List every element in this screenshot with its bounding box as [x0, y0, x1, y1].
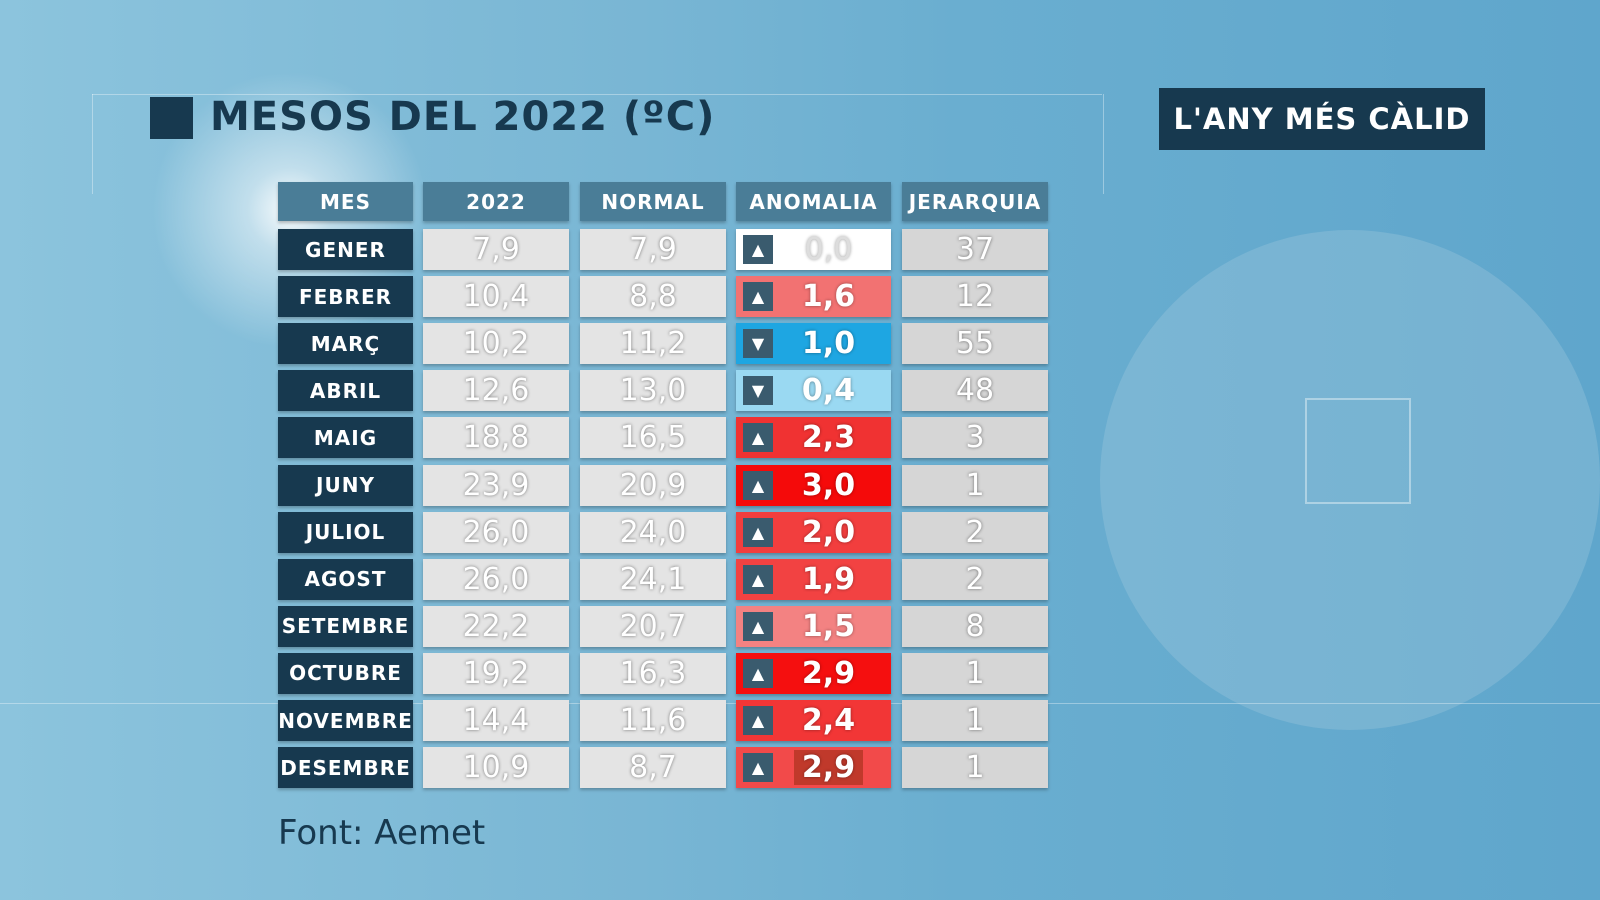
cell-anomaly: ▲ 0,0 — [736, 229, 891, 270]
arrow-up-icon: ▲ — [743, 706, 773, 735]
cell-rank: 55 — [902, 323, 1048, 365]
cell-year-2022: 23,9 — [423, 464, 569, 506]
header-normal: NORMAL — [580, 182, 726, 221]
cell-year-2022: 10,4 — [423, 276, 569, 318]
cell-year-2022: 7,9 — [423, 229, 569, 270]
arrow-up-icon: ▲ — [743, 611, 773, 641]
cell-year-2022: 12,6 — [423, 370, 569, 412]
anomaly-value: 1,5 — [801, 608, 856, 644]
cell-rank: 8 — [902, 605, 1048, 647]
cell-year-2022: 14,4 — [423, 700, 569, 741]
cell-month: SETEMBRE — [278, 605, 413, 647]
arrow-up-icon: ▲ — [743, 423, 773, 453]
cell-month: JULIOL — [278, 511, 413, 553]
arrow-up-icon: ▲ — [743, 235, 773, 264]
anomaly-value: 1,6 — [801, 279, 856, 315]
cell-normal: 11,6 — [580, 700, 726, 741]
cell-rank: 48 — [902, 370, 1048, 412]
cell-rank: 3 — [902, 417, 1048, 459]
cell-year-2022: 26,0 — [423, 511, 569, 553]
cell-month: AGOST — [278, 558, 413, 600]
grid-square — [1305, 398, 1411, 504]
cell-year-2022: 22,2 — [423, 605, 569, 647]
cell-anomaly: ▼ 1,0 — [736, 323, 891, 365]
cell-month: FEBRER — [278, 276, 413, 318]
cell-anomaly: ▲ 1,9 — [736, 558, 891, 600]
cell-anomaly: ▼ 0,4 — [736, 370, 891, 412]
page-title: MESOS DEL 2022 (ºC) — [210, 94, 716, 140]
anomaly-value: 0,4 — [801, 373, 856, 409]
globe-background — [1100, 230, 1600, 730]
cell-normal: 20,9 — [580, 464, 726, 506]
cell-normal: 8,7 — [580, 747, 726, 789]
cell-rank: 1 — [902, 747, 1048, 789]
headline-badge: L'ANY MÉS CÀLID — [1159, 88, 1485, 150]
arrow-up-icon: ▲ — [743, 470, 773, 500]
cell-normal: 16,3 — [580, 652, 726, 694]
arrow-up-icon: ▲ — [743, 517, 773, 547]
cell-rank: 1 — [902, 700, 1048, 741]
cell-anomaly: ▲ 2,3 — [736, 417, 891, 459]
cell-month: JUNY — [278, 464, 413, 506]
cell-anomaly: ▲ 2,4 — [736, 700, 891, 741]
cell-year-2022: 10,9 — [423, 747, 569, 789]
grid-line — [92, 94, 93, 194]
grid-line — [1103, 94, 1104, 194]
anomaly-value: 2,9 — [801, 655, 856, 691]
cell-normal: 24,0 — [580, 511, 726, 553]
cell-rank: 1 — [902, 652, 1048, 694]
arrow-up-icon: ▲ — [743, 564, 773, 594]
anomaly-value: 2,3 — [801, 420, 856, 456]
header-anomaly: ANOMALIA — [736, 182, 891, 221]
header-rank: JERARQUIA — [902, 182, 1048, 221]
cell-rank: 37 — [902, 229, 1048, 270]
cell-year-2022: 19,2 — [423, 652, 569, 694]
anomaly-value: 2,9 — [793, 750, 864, 786]
cell-month: MARÇ — [278, 323, 413, 365]
anomaly-value: 1,0 — [801, 326, 856, 362]
title-square-icon — [150, 97, 193, 139]
header-year-2022: 2022 — [423, 182, 569, 221]
arrow-up-icon: ▲ — [743, 753, 773, 783]
cell-anomaly: ▲ 2,9 — [736, 652, 891, 694]
arrow-up-icon: ▲ — [743, 658, 773, 688]
cell-anomaly: ▲ 3,0 — [736, 464, 891, 506]
anomaly-value: 0,0 — [804, 232, 853, 267]
cell-rank: 2 — [902, 511, 1048, 553]
cell-anomaly: ▲ 2,9 — [736, 747, 891, 789]
cell-month: OCTUBRE — [278, 652, 413, 694]
header-month: MES — [278, 182, 413, 221]
cell-normal: 11,2 — [580, 323, 726, 365]
cell-rank: 2 — [902, 558, 1048, 600]
cell-normal: 7,9 — [580, 229, 726, 270]
cell-month: MAIG — [278, 417, 413, 459]
cell-anomaly: ▲ 2,0 — [736, 511, 891, 553]
anomaly-value: 3,0 — [801, 467, 856, 503]
cell-normal: 13,0 — [580, 370, 726, 412]
cell-month: DESEMBRE — [278, 747, 413, 789]
cell-month: GENER — [278, 229, 413, 270]
cell-rank: 12 — [902, 276, 1048, 318]
cell-year-2022: 26,0 — [423, 558, 569, 600]
cell-normal: 8,8 — [580, 276, 726, 318]
cell-month: ABRIL — [278, 370, 413, 412]
anomaly-value: 1,9 — [801, 561, 856, 597]
grid-line — [92, 94, 1102, 95]
arrow-down-icon: ▼ — [743, 376, 773, 406]
cell-normal: 20,7 — [580, 605, 726, 647]
anomaly-value: 2,0 — [801, 514, 856, 550]
cell-normal: 16,5 — [580, 417, 726, 459]
cell-rank: 1 — [902, 464, 1048, 506]
cell-normal: 24,1 — [580, 558, 726, 600]
source-note: Font: Aemet — [278, 813, 486, 853]
arrow-down-icon: ▼ — [743, 329, 773, 359]
cell-anomaly: ▲ 1,6 — [736, 276, 891, 318]
anomaly-value: 2,4 — [801, 703, 856, 738]
cell-year-2022: 18,8 — [423, 417, 569, 459]
cell-year-2022: 10,2 — [423, 323, 569, 365]
arrow-up-icon: ▲ — [743, 282, 773, 312]
cell-month: NOVEMBRE — [278, 700, 413, 741]
cell-anomaly: ▲ 1,5 — [736, 605, 891, 647]
